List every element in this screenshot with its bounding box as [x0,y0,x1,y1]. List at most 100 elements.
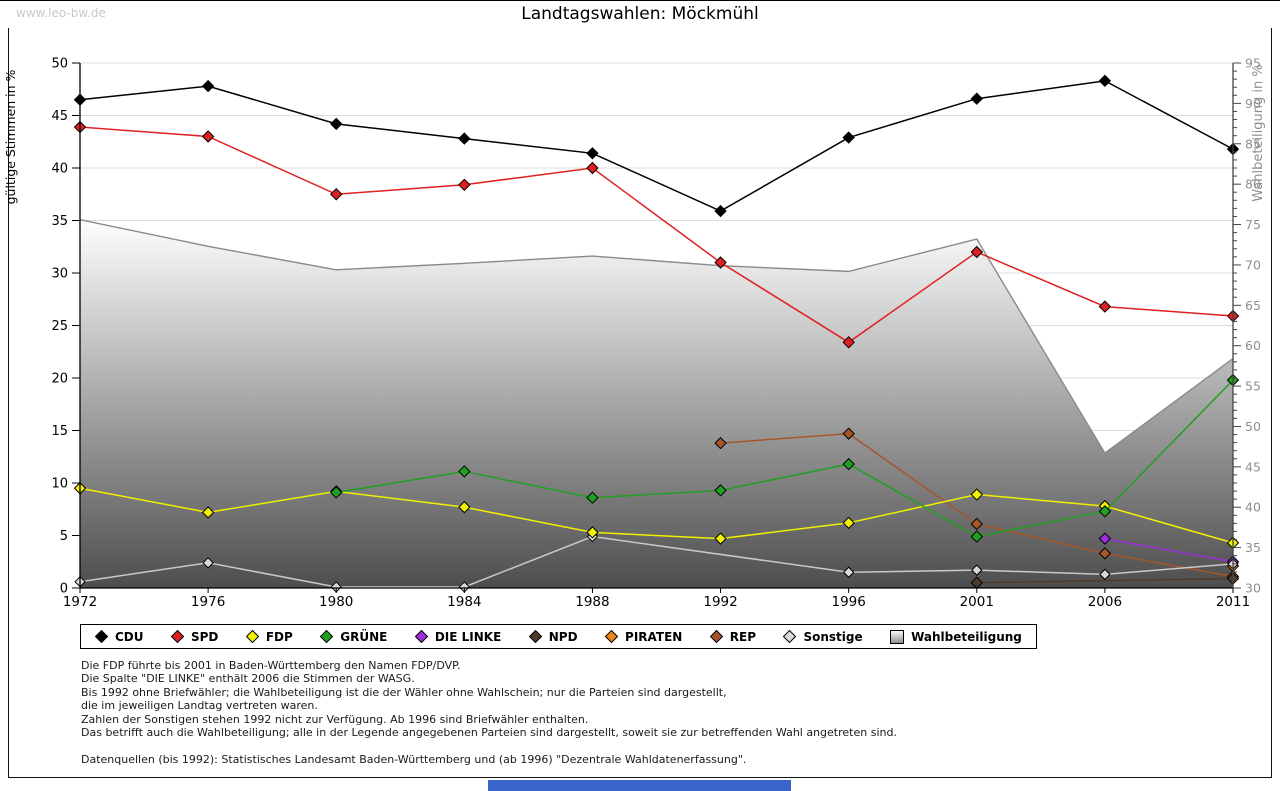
left-tick-label: 40 [51,162,68,177]
data-point-gr-ne [1098,505,1112,518]
legend-item-sonstige: Sonstige [783,629,863,644]
right-axis-title: Wahlbeteiligung in % [1251,64,1266,201]
left-tick-label: 15 [51,424,68,439]
right-tick-label: 35 [1245,540,1261,555]
sonstige-diamond-icon [783,630,797,643]
left-axis-title: gültige Stimmen in % [3,69,18,204]
page-title: Landtagswahlen: Möckmühl [521,4,759,24]
x-tick-label: 1976 [191,594,225,610]
x-tick-label: 2006 [1088,594,1122,610]
wahlbeteiligung-area [80,219,1233,588]
left-tick-label: 30 [51,267,68,282]
data-point-cdu [586,147,599,160]
footnote-line: Bis 1992 ohne Briefwähler; die Wahlbetei… [81,685,727,699]
left-tick-label: 50 [51,57,68,72]
right-tick-label: 85 [1245,136,1261,151]
piraten-diamond-icon [605,630,619,643]
data-point-spd [458,178,471,192]
data-point-spd [970,245,983,259]
footnote-line [81,739,897,752]
data-point-gr-ne [586,491,599,504]
right-tick-label: 50 [1245,419,1261,434]
data-point-spd [330,188,343,201]
legend-item-die-linke: DIE LINKE [414,629,502,644]
wahlbeteiligung-area-swatch-icon [890,629,905,644]
right-tick-label: 70 [1245,257,1261,272]
legend-label: Sonstige [803,629,863,644]
legend-item-rep: REP [709,629,757,644]
chart-outer-frame [8,28,1272,778]
x-tick-label: 1984 [447,594,481,610]
right-tick-label: 45 [1245,459,1261,474]
right-tick-label: 75 [1245,217,1261,232]
left-tick-label: 35 [51,214,68,229]
data-point-gr-ne [714,484,727,497]
x-tick-label: 1980 [319,594,353,610]
data-point-cdu [1098,74,1112,88]
right-tick-label: 60 [1245,338,1261,353]
footnote-line: die im jeweiligen Landtag vertreten ware… [81,699,318,713]
data-point-cdu [970,92,983,105]
legend-item-wahlbeteiligung: Wahlbeteiligung [890,629,1022,644]
watermark: www.leo-bw.de [16,6,106,20]
x-tick-label: 2001 [960,594,994,610]
data-point-cdu [201,79,215,93]
chart-svg: 0 5 10 15 20 25 30 35 40 45 50 30 35 40 45 50 55 60 65 70 75… [3,56,1266,611]
data-point-fdp [586,526,599,539]
left-tick-label: 20 [51,372,68,387]
data-point-cdu [458,132,471,145]
legend-item-gr-ne: GRÜNE [320,630,387,644]
data-point-fdp [201,506,215,519]
right-tick-label: 65 [1245,298,1261,313]
x-tick-label: 1988 [575,594,609,610]
data-point-spd [201,130,215,143]
x-tick-label: 2011 [1216,594,1250,610]
data-point-gr-ne [970,530,983,543]
legend-label: CDU [115,629,144,644]
right-tick-label: 30 [1245,581,1261,596]
cdu-diamond-icon [95,630,108,643]
legend-label: REP [729,629,757,644]
page-top-border [0,0,1280,1]
data-point-spd [1098,300,1112,313]
legend-label: Wahlbeteiligung [911,629,1022,644]
left-tick-label: 0 [60,582,68,597]
npd-diamond-icon [528,630,542,643]
data-point-sonstige [842,566,855,578]
x-tick-label: 1972 [63,594,97,610]
legend-label: DIE LINKE [434,629,502,644]
data-point-cdu [330,117,343,131]
data-point-sonstige [202,557,214,569]
left-tick-label: 5 [60,529,68,544]
data-point-rep [842,427,855,440]
legend-item-npd: NPD [528,629,578,644]
footnote-line: Die Spalte "DIE LINKE" enthält 2006 die … [81,672,415,686]
footnotes: Die FDP führte bis 2001 in Baden-Württem… [81,659,897,766]
legend: CDU SPD FDP GRÜNE DIE LINKE NPD PIRATEN REP Sons… [80,624,1037,649]
data-point-fdp [714,532,727,545]
data-point-fdp [458,500,471,514]
data-point-gr-ne [842,457,855,471]
data-point-gr-ne [330,486,343,499]
data-point-gr-ne [458,465,471,478]
legend-label: FDP [265,629,293,644]
series-spd [73,120,1240,349]
footnote-line: Das betrifft auch die Wahlbeteiligung; a… [81,726,897,740]
footnote-line: Die FDP führte bis 2001 in Baden-Württem… [81,659,461,672]
spd-diamond-icon [170,630,184,643]
right-tick-label: 40 [1245,500,1261,515]
data-point-rep [1098,547,1112,560]
data-point-fdp [842,516,855,530]
data-point-sonstige [971,564,983,576]
right-tick-label: 90 [1245,96,1261,111]
series-gr-ne [330,373,1240,543]
x-tick-label: 1996 [831,594,865,610]
data-point-die-linke [1098,532,1112,545]
data-point-spd [586,161,599,175]
fdp-diamond-icon [245,630,259,643]
legend-item-spd: SPD [170,630,218,644]
data-point-rep [970,517,983,531]
legend-label: NPD [548,629,578,644]
bottom-scrollbar-thumb[interactable] [488,780,791,791]
footnote-line: Datenquellen (bis 1992): Statistisches L… [81,752,747,766]
